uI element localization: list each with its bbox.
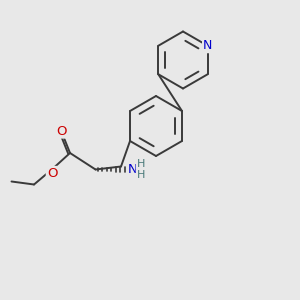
Text: O: O (57, 124, 67, 138)
Text: N: N (203, 39, 212, 52)
Text: O: O (47, 167, 57, 180)
Text: H: H (136, 159, 145, 169)
Text: N: N (128, 163, 137, 176)
Text: H: H (136, 170, 145, 181)
